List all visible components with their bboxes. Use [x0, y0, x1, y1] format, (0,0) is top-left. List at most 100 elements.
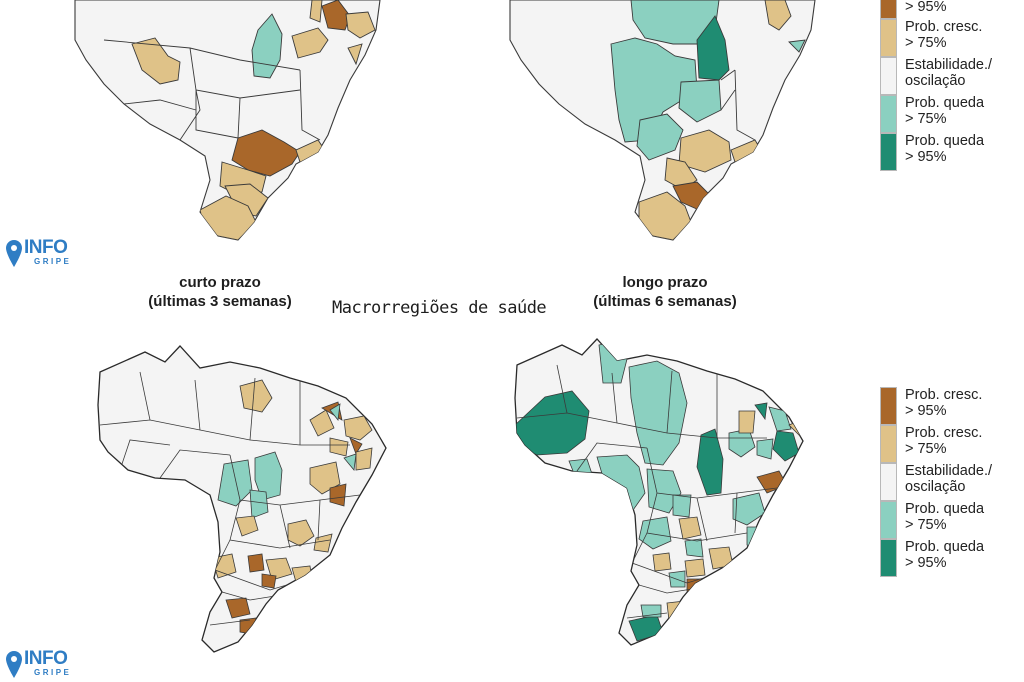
- region-up: [329, 437, 349, 457]
- region-up: [652, 552, 672, 572]
- legend-item: Prob. cresc. > 95%: [880, 387, 1024, 425]
- region-down: [628, 360, 688, 466]
- region-down: [636, 113, 684, 161]
- long-term-title-line2: (últimas 6 semanas): [593, 293, 737, 310]
- long-term-title: longo prazo (últimas 6 semanas): [565, 273, 765, 311]
- region-strong-down: [762, 510, 776, 526]
- long-term-map: [514, 338, 804, 646]
- infogripe-logo: INFO GRIPE: [6, 238, 96, 270]
- region-strong-down: [754, 402, 768, 421]
- region-up: [235, 515, 259, 537]
- legend-item: Prob. cresc. > 75%: [880, 19, 1024, 57]
- legend-label: Estabilidade./ oscilação: [905, 57, 993, 89]
- region-down: [684, 538, 704, 558]
- legend-swatch: [880, 387, 897, 425]
- region-strong-up: [247, 553, 265, 573]
- region-down: [329, 403, 341, 421]
- region-up: [764, 0, 792, 31]
- region-up: [291, 27, 329, 59]
- region-up: [738, 410, 756, 434]
- region-strong-down: [696, 15, 730, 81]
- legend-label: Prob. queda > 95%: [905, 539, 985, 571]
- legend-label: Prob. queda > 75%: [905, 501, 985, 533]
- logo-text: INFO: [24, 648, 68, 669]
- legend-item: Prob. queda > 95%: [880, 539, 1024, 577]
- region-strong-down: [772, 430, 800, 462]
- region-up: [309, 409, 335, 437]
- legend-label: > 95%: [905, 0, 947, 15]
- region-up: [678, 516, 702, 540]
- legend-item: Prob. queda > 75%: [880, 501, 1024, 539]
- region-up: [343, 415, 373, 441]
- top-left-map: [74, 0, 381, 241]
- region-down: [630, 0, 720, 45]
- short-term-map: [97, 345, 387, 653]
- top-right-map: [509, 0, 816, 241]
- legend-label: Prob. queda > 95%: [905, 133, 985, 165]
- region-up: [345, 11, 376, 39]
- region-strong-down: [696, 428, 724, 496]
- region-down: [610, 37, 698, 143]
- region-down: [217, 459, 253, 507]
- region-down: [756, 438, 774, 460]
- region-down: [746, 526, 766, 550]
- map-pin-icon: [6, 240, 22, 267]
- legend-swatch: [880, 95, 897, 133]
- region-down: [254, 451, 283, 501]
- region-strong-up: [329, 483, 347, 507]
- short-term-title-line2: (últimas 3 semanas): [148, 293, 292, 310]
- region-strong-up: [231, 129, 301, 177]
- region-down: [638, 516, 672, 550]
- logo-subtext: GRIPE: [34, 668, 72, 677]
- region-strong-up: [349, 437, 363, 455]
- legend-swatch: [880, 463, 897, 501]
- region-strong-up: [261, 573, 277, 589]
- legend-label: Prob. cresc. > 95%: [905, 387, 983, 419]
- legend-swatch: [880, 501, 897, 539]
- logo-subtext: GRIPE: [34, 257, 72, 266]
- region-up: [287, 519, 315, 547]
- region-down: [678, 79, 722, 123]
- short-term-title: curto prazo (últimas 3 semanas): [120, 273, 320, 311]
- legend-item: Estabilidade./ oscilação: [880, 57, 1024, 95]
- legend-item: Prob. cresc. > 75%: [880, 425, 1024, 463]
- region-up: [239, 379, 273, 413]
- region-up: [708, 546, 734, 570]
- region-up: [291, 565, 313, 583]
- map-pin-icon: [6, 651, 22, 678]
- long-term-title-line1: longo prazo: [622, 274, 708, 291]
- legend-item: Prob. queda > 75%: [880, 95, 1024, 133]
- region-up: [347, 43, 363, 66]
- region-up: [355, 447, 373, 471]
- region-down: [672, 494, 692, 518]
- region-down: [788, 39, 806, 53]
- legend-item: Prob. queda > 95%: [880, 133, 1024, 171]
- region-strong-up: [225, 597, 251, 619]
- region-up: [131, 37, 181, 85]
- legend-label: Prob. queda > 75%: [905, 95, 985, 127]
- legend-swatch: [880, 57, 897, 95]
- short-term-title-line1: curto prazo: [179, 274, 261, 291]
- region-down: [686, 596, 710, 614]
- region-up: [684, 558, 706, 578]
- legend-label: Estabilidade./ oscilação: [905, 463, 993, 495]
- legend-item: > 95%: [880, 0, 1024, 19]
- section-title: Macrorregiões de saúde: [332, 298, 547, 318]
- legend-swatch: [880, 0, 897, 19]
- legend-swatch: [880, 425, 897, 463]
- region-up: [762, 528, 778, 550]
- region-up: [313, 533, 333, 553]
- legend-swatch: [880, 539, 897, 577]
- legend-label: Prob. cresc. > 75%: [905, 425, 983, 457]
- region-down: [249, 489, 269, 519]
- legend-item: Estabilidade./ oscilação: [880, 463, 1024, 501]
- region-down: [343, 453, 357, 471]
- legend-top: > 95% Prob. cresc. > 75% Estabilidade./ …: [880, 0, 1024, 171]
- legend-bottom: Prob. cresc. > 95% Prob. cresc. > 75% Es…: [880, 387, 1024, 577]
- legend-swatch: [880, 133, 897, 171]
- logo-text: INFO: [24, 237, 68, 258]
- legend-label: Prob. cresc. > 75%: [905, 19, 983, 51]
- region-down: [732, 492, 766, 526]
- region-down: [251, 13, 283, 79]
